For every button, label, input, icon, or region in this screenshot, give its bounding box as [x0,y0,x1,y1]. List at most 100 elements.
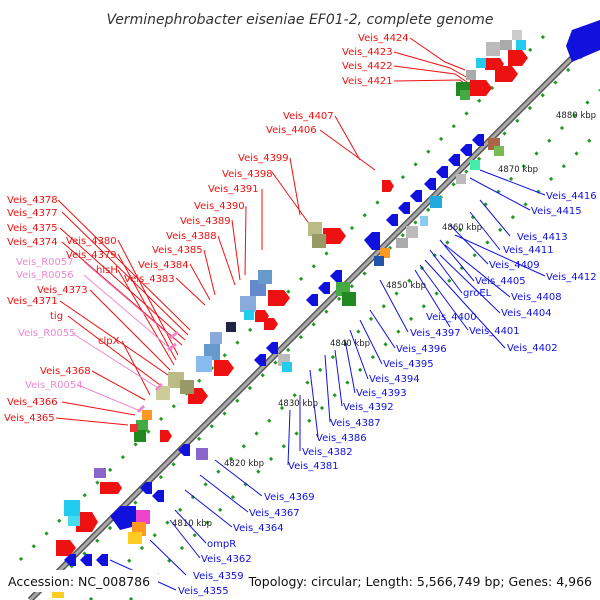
feature-boxes [40,30,526,598]
gene-forward-arrow [268,290,290,306]
gene-label: Veis_4397 [410,328,461,339]
gene-forward-arrow [382,180,394,192]
gene-label: tig [50,311,63,322]
gene-label: Veis_4385 [152,245,203,256]
gene-label: Veis_4396 [396,344,447,355]
kbp-axis: 4810 kbp 4820 kbp 4830 kbp 4840 kbp 4850… [172,111,596,529]
dot-guides [18,30,600,600]
gene-reverse-arrow [460,144,472,156]
gene-reverse-arrow [266,342,278,354]
kbp-tick-label: 4830 kbp [278,399,318,409]
gene-label: Veis_4389 [180,216,231,227]
gene-label: Veis_4388 [166,231,217,242]
forward-genes [56,50,528,556]
gene-label: Veis_4375 [7,223,58,234]
gene-label: Veis_4378 [7,195,58,206]
gene-reverse-arrow [436,166,448,178]
gene-label: Veis_4398 [222,169,273,180]
gene-reverse-arrow [152,490,164,502]
gene-forward-arrow [508,50,528,66]
gene-label: Veis_4368 [40,366,91,377]
backbone [27,27,600,600]
gene-label: Veis_4395 [383,359,434,370]
gene-label: Veis_4384 [138,260,189,271]
gene-label: Veis_4399 [238,153,289,164]
gene-label: Veis_4371 [7,296,58,307]
gene-label: Veis_4421 [342,76,393,87]
gene-label: Veis_4365 [4,413,55,424]
rna-gene-labels: Veis_R0057 Veis_R0056 Veis_R0055 Veis_R0… [16,257,83,391]
gene-label: Veis_4387 [330,418,381,429]
gene-label: Veis_4392 [343,402,394,413]
gene-label: Veis_4408 [511,292,562,303]
topology-summary: Topology: circular; Length: 5,566,749 bp… [248,574,592,589]
forward-gene-labels: Veis_4424 Veis_4423 Veis_4422 Veis_4421 … [4,33,409,424]
gene-reverse-arrow [472,134,484,146]
gene-label: Veis_4401 [469,326,520,337]
dot-guide-outer-bottom [128,128,600,600]
gene-reverse-arrow [140,482,152,494]
gene-label: Veis_4373 [37,285,88,296]
gene-forward-arrow [323,228,346,244]
gene-reverse-arrow [254,354,266,366]
gene-forward-arrow [264,318,278,330]
gene-label: hisH [96,265,118,276]
gene-reverse-arrow [80,554,92,566]
rna-label: Veis_R0057 [16,257,74,268]
gene-label: Veis_4355 [178,586,229,597]
gene-label: Veis_4380 [66,236,117,247]
gene-reverse-arrow [424,178,436,190]
gene-label: Veis_4393 [356,388,407,399]
gene-label: Veis_4400 [426,312,477,323]
gene-label: Veis_4407 [283,111,334,122]
gene-reverse-arrow [110,506,136,530]
rna-label: Veis_R0056 [16,270,74,281]
gene-reverse-arrow [306,294,318,306]
reverse-genes [64,20,600,566]
gene-label: Veis_4359 [193,571,244,582]
kbp-tick-label: 4810 kbp [172,519,212,529]
gene-label: Veis_4422 [342,61,393,72]
accession-backdrop [0,570,158,592]
kbp-tick-label: 4850 kbp [386,281,426,291]
gene-reverse-arrow [330,270,342,282]
gene-label: groEL [463,288,492,299]
gene-label: Veis_4391 [208,184,259,195]
gene-label: clpX [98,336,120,347]
gene-label: Veis_4390 [194,201,245,212]
gene-label: Veis_4415 [531,206,582,217]
gene-reverse-arrow [566,20,600,62]
gene-forward-arrow [470,80,492,96]
rna-label: Veis_R0054 [25,380,83,391]
gene-forward-arrow [110,482,122,494]
gene-reverse-arrow [448,154,460,166]
gene-label: Veis_4405 [475,276,526,287]
gene-label: Veis_4367 [249,508,300,519]
gene-label: Veis_4364 [233,523,284,534]
gene-label: Veis_4411 [503,245,554,256]
gene-label: Veis_4382 [302,447,353,458]
gene-label: Veis_4374 [7,237,58,248]
gene-forward-arrow [214,360,234,376]
kbp-tick-label: 4820 kbp [224,459,264,469]
rna-features [136,330,179,414]
gene-label: Veis_4362 [201,554,252,565]
gene-label: Veis_4423 [342,47,393,58]
gene-label: Veis_4416 [546,191,597,202]
gene-label: Veis_4413 [517,232,568,243]
kbp-tick-label: 4870 kbp [498,165,538,175]
kbp-tick-label: 4880 kbp [556,111,596,121]
rna-label: Veis_R0055 [18,328,76,339]
gene-reverse-arrow [318,282,330,294]
gene-reverse-arrow [178,444,190,456]
leader-lines [55,37,546,591]
map-title: Verminephrobacter eiseniae EF01-2, compl… [106,12,493,28]
kbp-tick-label: 4840 kbp [330,339,370,349]
gene-label: Veis_4394 [369,374,420,385]
gene-forward-arrow [76,512,98,532]
gene-label: Veis_4369 [264,492,315,503]
gene-reverse-arrow [410,190,422,202]
accession-label: Accession: NC_008786 [8,574,150,589]
gene-label: Veis_4406 [266,125,317,136]
